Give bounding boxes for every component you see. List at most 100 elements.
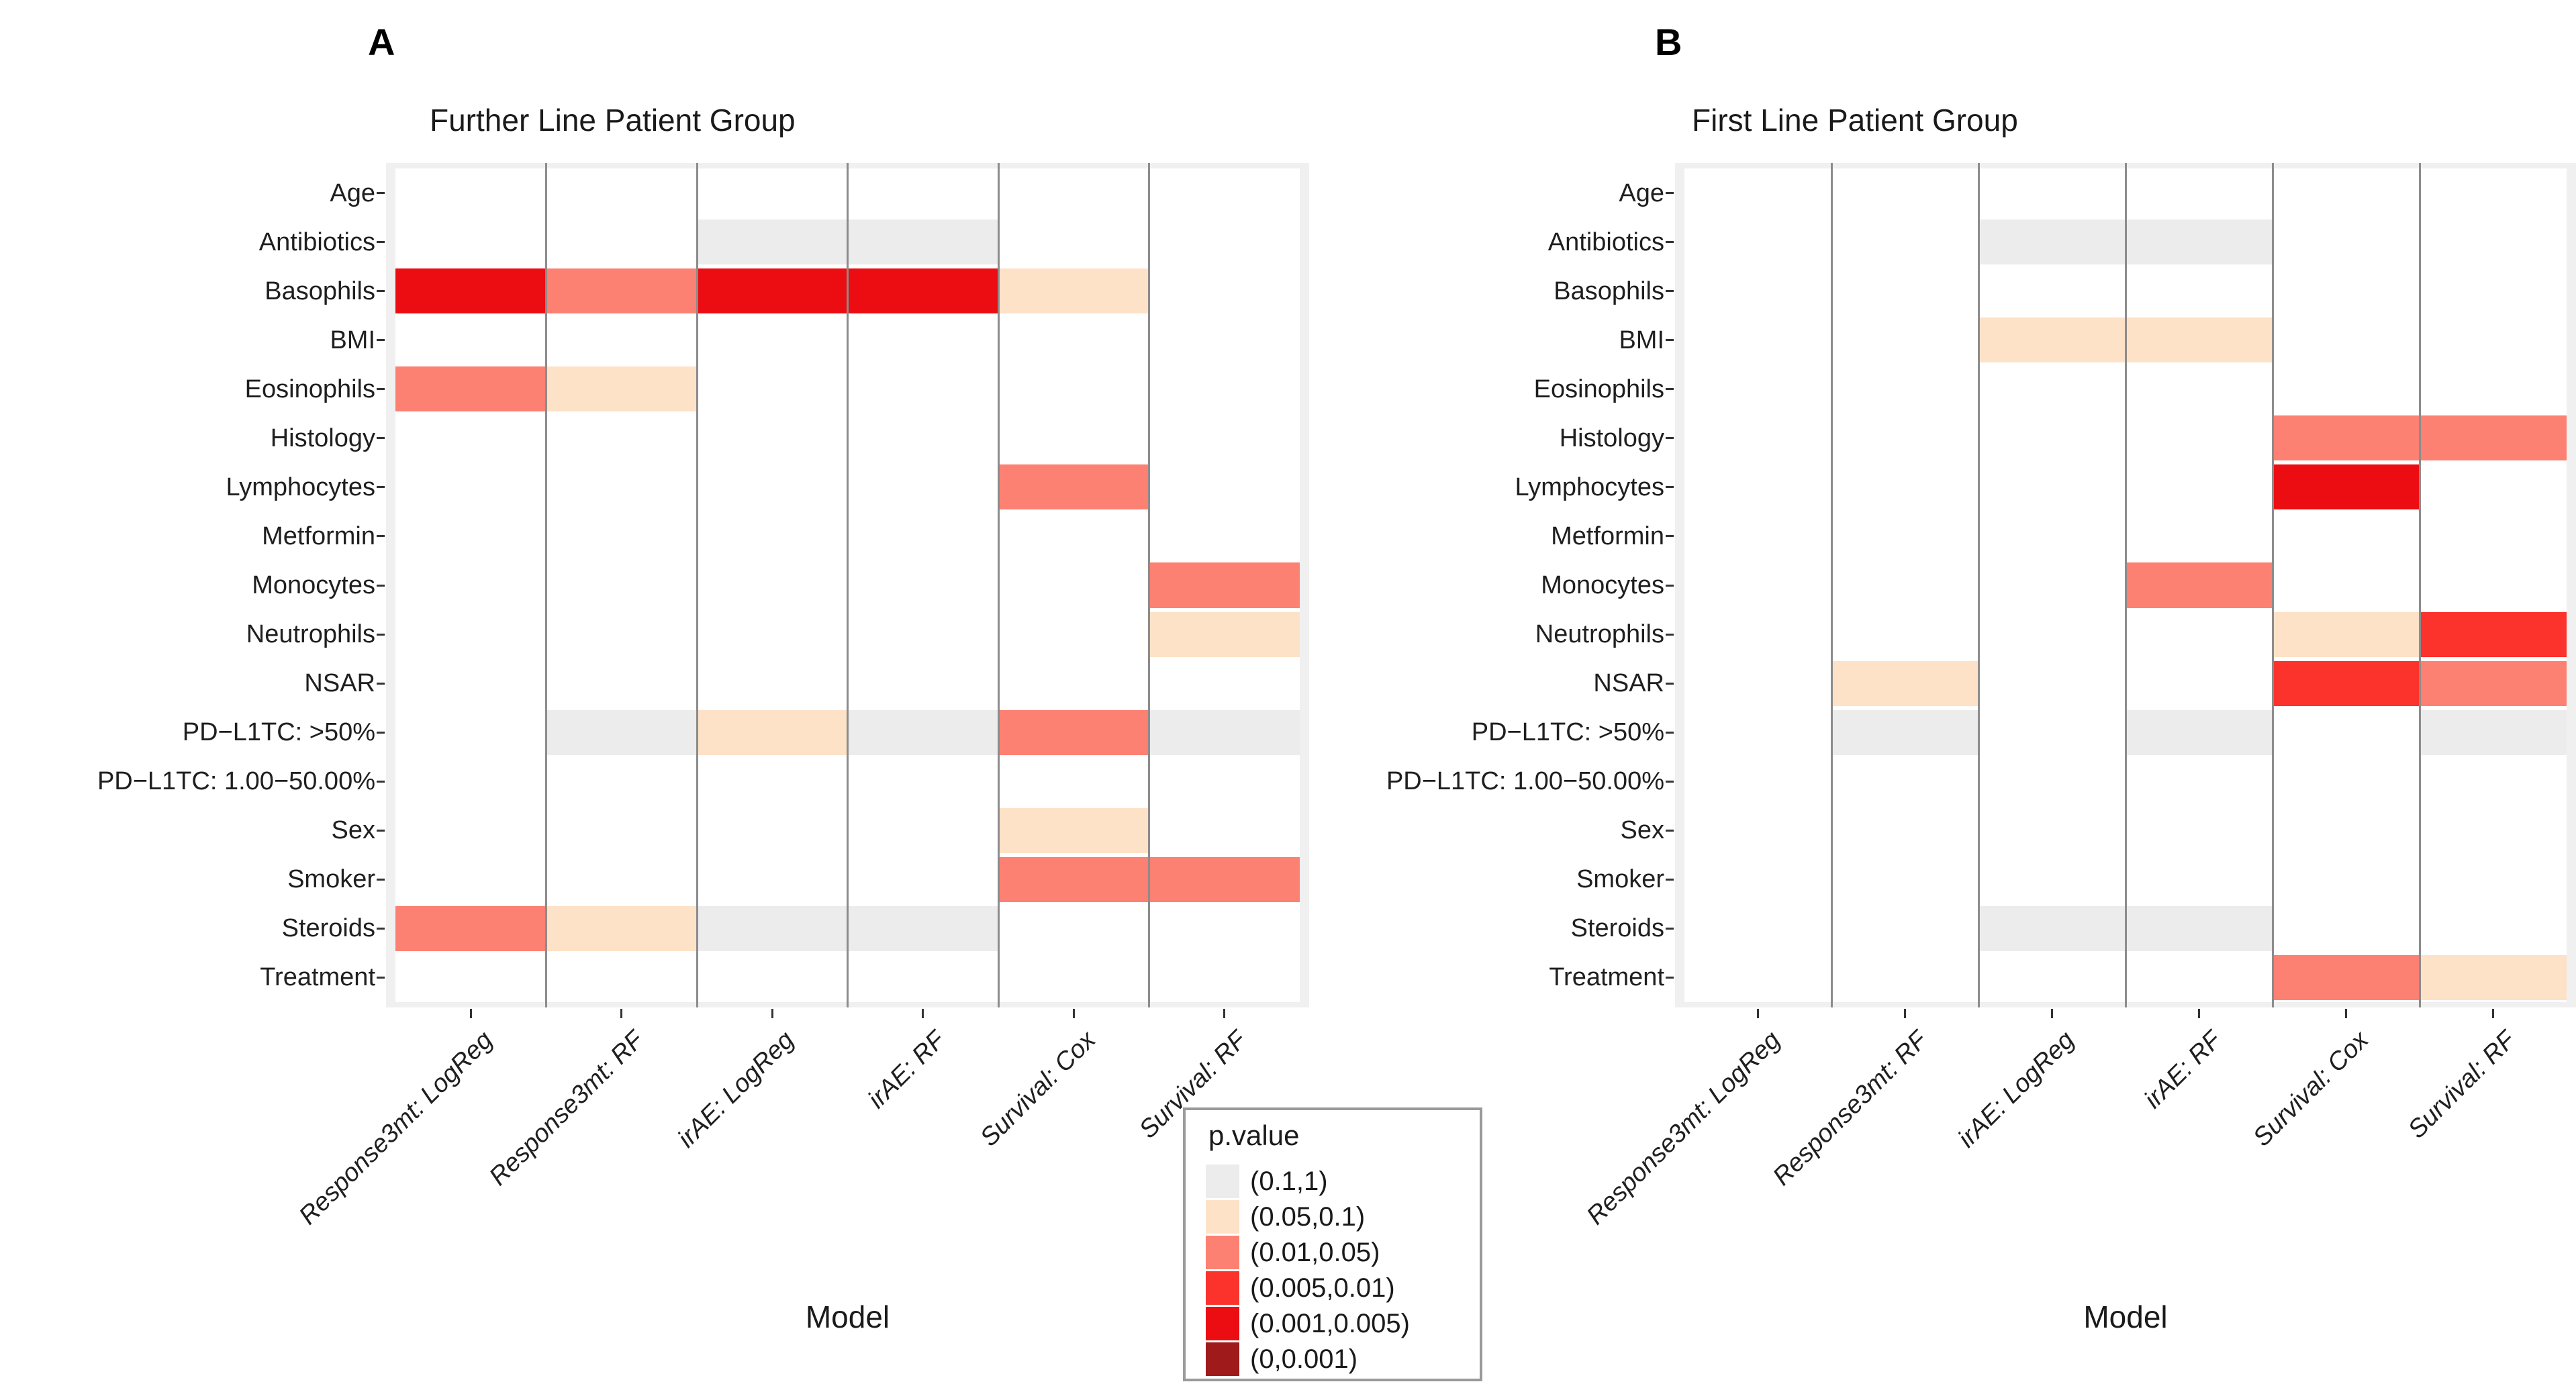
y-axis-label: Histology xyxy=(1559,424,1664,452)
column-separator xyxy=(1148,163,1150,1007)
y-axis-tick xyxy=(1666,535,1674,538)
y-axis-label: Neutrophils xyxy=(1535,620,1664,649)
y-axis-label: Age xyxy=(1619,179,1664,207)
y-axis-tick xyxy=(1666,976,1674,979)
y-axis-label: Neutrophils xyxy=(246,620,375,649)
y-axis-tick xyxy=(377,976,385,979)
y-axis-tick xyxy=(1666,731,1674,734)
y-axis-tick xyxy=(1666,486,1674,489)
y-axis-label: PD−L1TC: >50% xyxy=(1471,718,1664,747)
legend-entry: (0.05,0.1) xyxy=(1206,1199,1461,1234)
heatmap-cell xyxy=(2273,954,2420,1000)
heatmap-cell xyxy=(847,905,998,951)
x-axis-tick xyxy=(2345,1009,2347,1018)
legend-swatch xyxy=(1206,1307,1239,1340)
heatmap-cell xyxy=(847,268,998,314)
y-axis-label: PD−L1TC: 1.00−50.00% xyxy=(1386,767,1664,796)
heatmap-cell xyxy=(2420,611,2567,657)
legend-title: p.value xyxy=(1208,1120,1300,1151)
heatmap-cell xyxy=(998,709,1149,755)
heatmap-cell xyxy=(2126,709,2273,755)
x-axis-label: Survival: Cox xyxy=(2247,1026,2374,1152)
legend-swatch xyxy=(1206,1200,1239,1234)
y-axis-label: Metformin xyxy=(262,522,375,550)
heatmap-column-bg xyxy=(1684,168,1831,1002)
x-axis-tick xyxy=(771,1009,773,1018)
heatmap-cell xyxy=(395,905,546,951)
y-axis-label: PD−L1TC: 1.00−50.00% xyxy=(97,767,375,796)
legend-swatch xyxy=(1206,1236,1239,1269)
y-axis-tick xyxy=(377,535,385,538)
legend-entry-label: (0.005,0.01) xyxy=(1250,1273,1395,1303)
y-axis-label: Steroids xyxy=(1570,914,1664,943)
y-axis-label: Lymphocytes xyxy=(1515,473,1664,501)
heatmap-cell xyxy=(1831,660,1978,706)
x-axis-tick xyxy=(620,1009,623,1018)
heatmap-cell xyxy=(847,709,998,755)
y-axis-tick xyxy=(1666,878,1674,881)
x-axis-label: Response3mt: RF xyxy=(1767,1026,1933,1191)
column-separator xyxy=(2418,163,2421,1007)
y-axis-label: BMI xyxy=(330,326,375,354)
y-axis-tick xyxy=(377,584,385,587)
y-axis-tick xyxy=(1666,682,1674,685)
y-axis-tick xyxy=(1666,780,1674,783)
y-axis-tick xyxy=(1666,927,1674,930)
y-axis-label: Age xyxy=(330,179,375,207)
x-axis-label: irAE: RF xyxy=(862,1026,951,1114)
column-separator xyxy=(2124,163,2127,1007)
y-axis-tick xyxy=(1666,241,1674,244)
legend-swatch xyxy=(1206,1165,1239,1198)
panel-b-x-axis-title: Model xyxy=(2083,1299,2168,1334)
column-separator xyxy=(1830,163,1833,1007)
heatmap-cell xyxy=(697,219,848,265)
y-axis-tick xyxy=(377,388,385,391)
y-axis-tick xyxy=(377,829,385,832)
y-axis-tick xyxy=(1666,584,1674,587)
heatmap-cell xyxy=(1978,317,2126,363)
panel-a-letter: A xyxy=(368,21,395,63)
y-axis-label: Monocytes xyxy=(252,571,375,599)
y-axis-tick xyxy=(1666,388,1674,391)
x-axis-tick xyxy=(2492,1009,2494,1018)
y-axis-tick xyxy=(1666,339,1674,342)
y-axis-label: Eosinophils xyxy=(244,375,375,403)
column-separator xyxy=(997,163,1000,1007)
legend: p.value (0.1,1) (0.05,0.1) (0.01,0.05) (0.0… xyxy=(1183,1107,1482,1381)
heatmap-cell xyxy=(2126,317,2273,363)
y-axis-label: Basophils xyxy=(1554,277,1664,305)
y-axis-label: Treatment xyxy=(1549,963,1664,992)
y-axis-label: Monocytes xyxy=(1541,571,1664,599)
x-axis-tick xyxy=(922,1009,924,1018)
y-axis-label: Eosinophils xyxy=(1533,375,1664,403)
column-separator xyxy=(545,163,547,1007)
panel-a-title: Further Line Patient Group xyxy=(430,103,796,138)
y-axis-tick xyxy=(377,878,385,881)
legend-entry-label: (0,0.001) xyxy=(1250,1344,1358,1374)
heatmap-column-bg xyxy=(2273,168,2420,1002)
legend-entry-label: (0.05,0.1) xyxy=(1250,1202,1366,1232)
heatmap-cell xyxy=(395,268,546,314)
heatmap-cell xyxy=(2273,415,2420,461)
legend-entry-label: (0.001,0.005) xyxy=(1250,1309,1410,1338)
x-axis-tick xyxy=(2051,1009,2053,1018)
y-axis-label: PD−L1TC: >50% xyxy=(182,718,375,747)
heatmap-cell xyxy=(697,268,848,314)
x-axis-label: irAE: RF xyxy=(2138,1026,2227,1114)
y-axis-label: Basophils xyxy=(265,277,375,305)
x-axis-label: Response3mt: LogReg xyxy=(293,1026,499,1230)
y-axis-label: Sex xyxy=(331,816,375,845)
column-separator xyxy=(2271,163,2274,1007)
y-axis-label: Smoker xyxy=(287,865,375,894)
y-axis-label: NSAR xyxy=(304,669,375,698)
heatmap-cell xyxy=(2126,905,2273,951)
heatmap-column-bg xyxy=(1978,168,2126,1002)
y-axis-tick xyxy=(377,780,385,783)
panel-b-title: First Line Patient Group xyxy=(1692,103,2018,138)
heatmap-cell xyxy=(998,856,1149,902)
x-axis-label: Survival: Cox xyxy=(975,1026,1102,1152)
y-axis-label: Sex xyxy=(1620,816,1664,845)
heatmap-cell xyxy=(2273,611,2420,657)
heatmap-cell xyxy=(546,709,697,755)
